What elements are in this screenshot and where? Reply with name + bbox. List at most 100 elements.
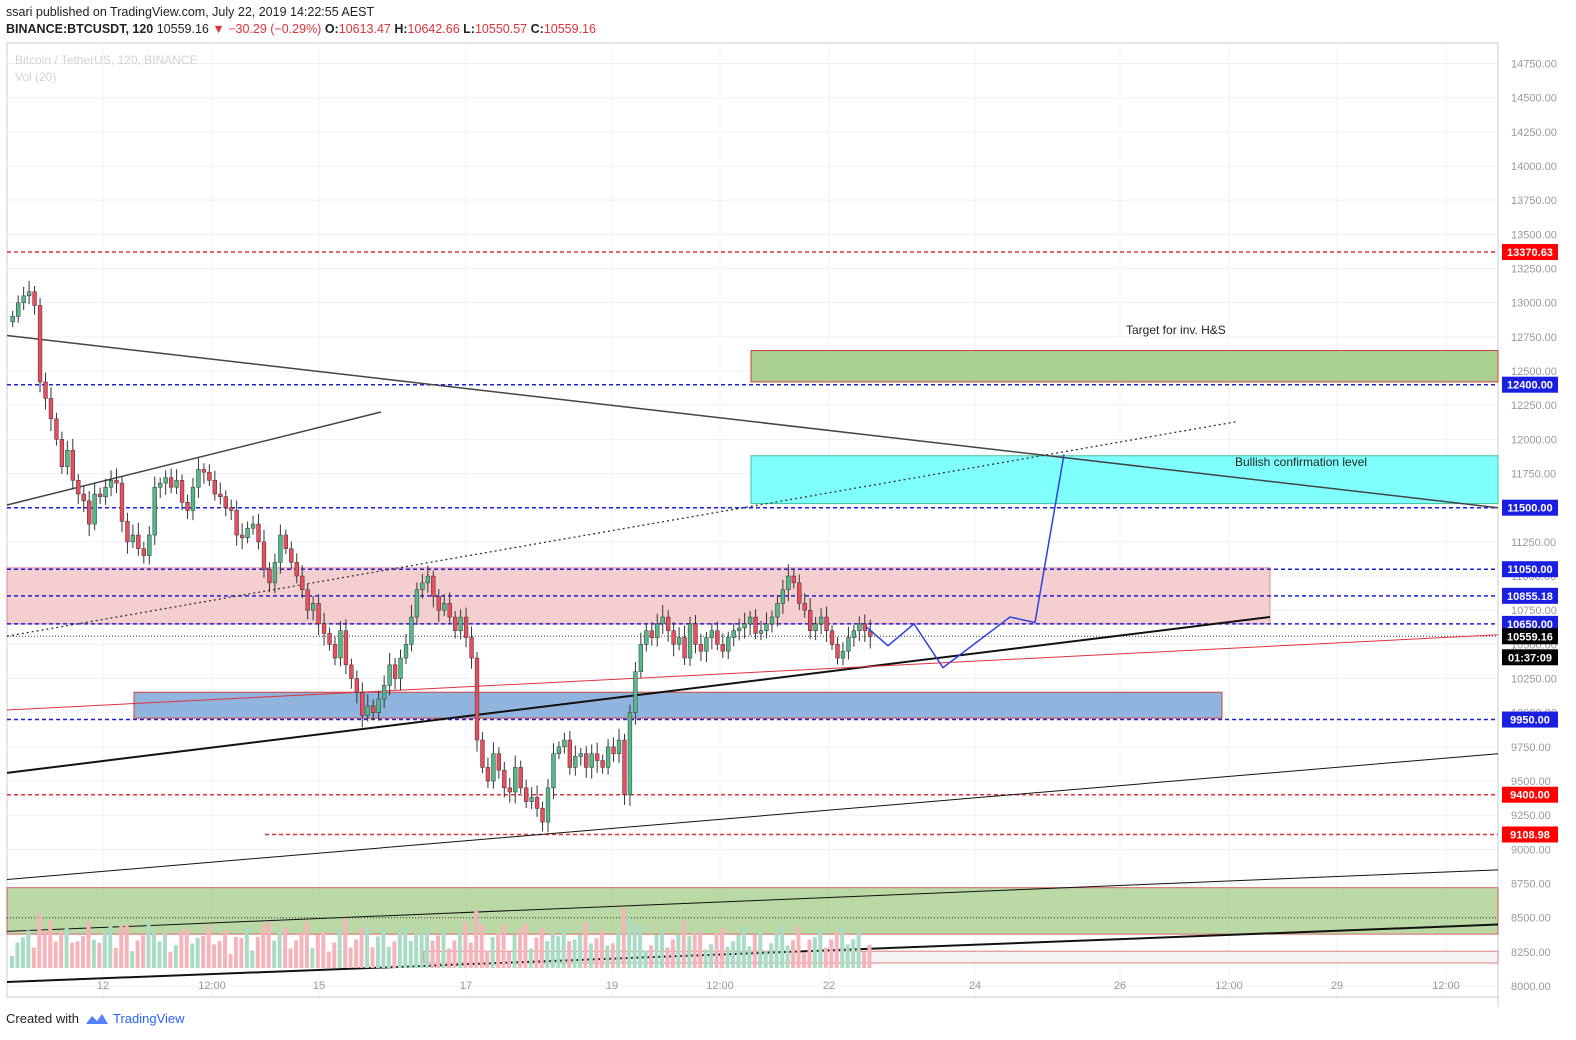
- volume-bar: [283, 927, 288, 968]
- volume-bar: [621, 907, 626, 968]
- candle-body: [43, 381, 48, 399]
- red-channel-line: [6, 634, 1499, 711]
- candle-body: [742, 623, 747, 629]
- close-value: 10559.16: [543, 22, 596, 36]
- volume-bar: [250, 950, 255, 968]
- low-label: L:: [463, 22, 475, 36]
- candle-body: [343, 630, 349, 666]
- volume-bar: [741, 926, 746, 968]
- candle-body: [513, 767, 518, 793]
- candle-body: [502, 769, 507, 789]
- volume-bar: [266, 922, 271, 968]
- volume-bar: [709, 944, 714, 968]
- volume-bar: [294, 940, 298, 968]
- candle-body: [622, 739, 627, 795]
- price-change: −30.29 (−0.29%): [228, 22, 322, 36]
- volume-bar: [168, 952, 173, 968]
- volume-bar: [81, 936, 85, 968]
- volume-bar: [97, 942, 102, 968]
- candle-body: [818, 616, 824, 625]
- candle-body: [185, 501, 190, 511]
- candle-body: [403, 644, 409, 659]
- open-label: O:: [324, 22, 339, 36]
- volume-bar: [812, 937, 817, 968]
- volume-bar: [485, 950, 490, 968]
- candle-body: [562, 739, 567, 748]
- volume-bar: [91, 939, 96, 968]
- y-tick-label: 8750.00: [1511, 879, 1551, 891]
- candle-body: [316, 603, 321, 625]
- y-tick-label: 11750.00: [1511, 469, 1556, 481]
- candle-body: [381, 685, 387, 700]
- candle-body: [387, 664, 392, 686]
- volume-bar: [818, 929, 823, 968]
- price-label-box: [1502, 628, 1558, 645]
- candle-body: [245, 527, 250, 539]
- y-tick-label: 9000.00: [1511, 844, 1551, 856]
- candle-body: [731, 630, 736, 638]
- volume-bar: [42, 930, 47, 968]
- candle-body: [354, 678, 360, 693]
- volume-bar: [315, 934, 320, 968]
- volume-bar: [239, 937, 244, 968]
- price-label: 9400.00: [1510, 790, 1550, 802]
- volume-bar: [86, 921, 91, 968]
- y-tick-label: 13250.00: [1511, 264, 1557, 276]
- publisher-name[interactable]: ssari: [6, 5, 33, 19]
- volume-bar: [173, 945, 178, 968]
- candle-body: [16, 302, 21, 317]
- x-tick-label: 19: [606, 980, 618, 992]
- candle-body: [229, 507, 234, 511]
- candle-body: [491, 753, 496, 782]
- volume-bar: [791, 940, 796, 968]
- candle-body: [671, 630, 676, 645]
- price-label-box: [1502, 615, 1558, 632]
- candle-body: [567, 739, 573, 768]
- volume-bar: [337, 928, 342, 968]
- volume-bar: [414, 932, 419, 968]
- candle-body: [108, 480, 114, 488]
- y-tick-label: 13000.00: [1511, 298, 1557, 310]
- x-tick-label: 24: [969, 980, 981, 992]
- volume-bar: [588, 943, 593, 968]
- x-tick-label: 12:00: [706, 980, 734, 992]
- y-tick-label: 12500.00: [1511, 366, 1557, 378]
- countdown-box: [1502, 649, 1558, 666]
- volume-bar: [638, 923, 643, 968]
- open-value: 10613.47: [338, 22, 391, 36]
- volume-bar: [867, 944, 872, 968]
- candle-body: [321, 623, 327, 634]
- candle-body: [168, 477, 174, 488]
- candle-body: [463, 616, 469, 638]
- volume-bar: [610, 943, 615, 968]
- volume-bar: [572, 939, 577, 968]
- volume-bar: [130, 951, 135, 968]
- y-axis: 14750.00 14500.00 14250.00 14000.00 13750.00…: [1511, 59, 1557, 994]
- volume-bar: [370, 947, 375, 968]
- candle-body: [283, 534, 288, 549]
- candle-body: [649, 630, 654, 638]
- tradingview-brand[interactable]: TradingView: [112, 1011, 185, 1026]
- candle-body: [158, 482, 163, 488]
- candle-body: [103, 486, 108, 498]
- candle-body: [65, 450, 70, 467]
- series-title: Bitcoin / TetherUS, 120, BINANCE: [15, 53, 198, 67]
- candle-body: [573, 756, 578, 768]
- volume-bar: [496, 933, 501, 968]
- candle-body: [638, 644, 644, 672]
- footer: Created with TradingView: [6, 1011, 185, 1026]
- candle-body: [201, 469, 207, 473]
- candle-body: [371, 705, 376, 713]
- published-text: published on TradingView.com, July 22, 2…: [35, 5, 375, 19]
- y-tick-label: 11250.00: [1511, 537, 1556, 549]
- volume-bar: [654, 934, 659, 968]
- candle-body: [676, 637, 682, 645]
- candle-body: [523, 787, 529, 802]
- volume-bar: [681, 920, 686, 968]
- volume-bar: [321, 931, 326, 968]
- candle-body: [458, 616, 463, 631]
- created-with-text: Created with: [6, 1011, 79, 1026]
- volume-bar: [113, 947, 118, 968]
- candle-body: [414, 589, 420, 618]
